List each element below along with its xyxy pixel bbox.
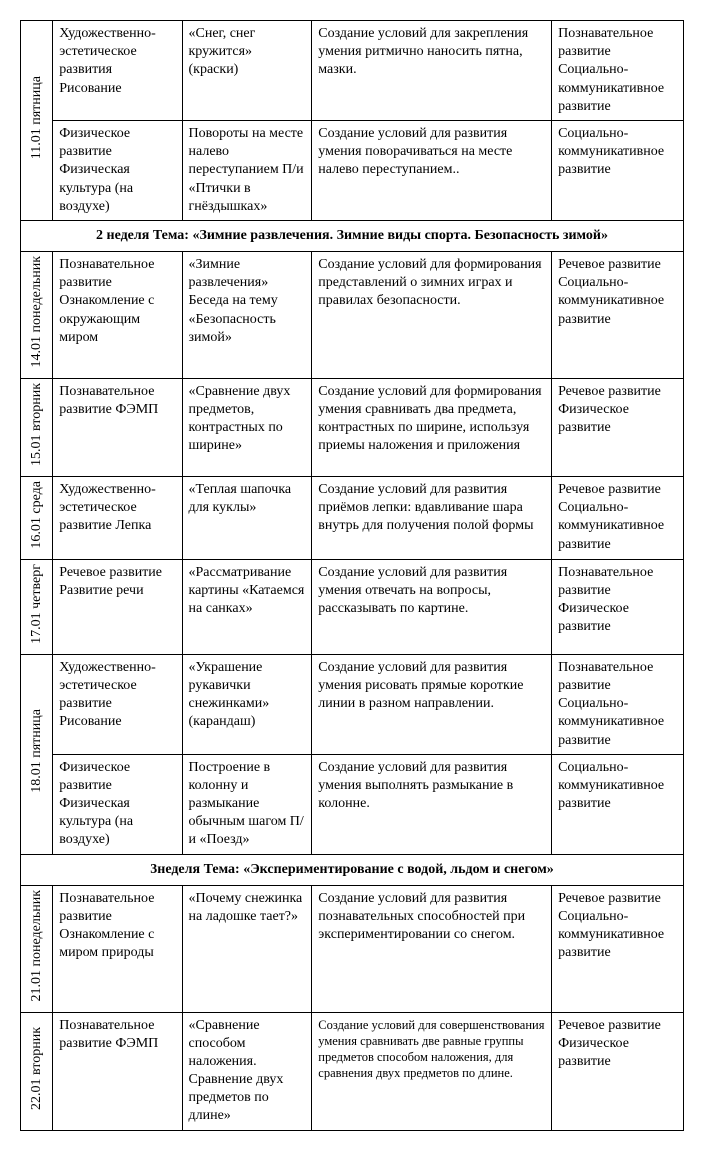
cell-activity: Познавательное развитие Ознакомление с о… [53, 252, 182, 379]
cell-topic: «Снег, снег кружится» (краски) [182, 21, 312, 121]
cell-topic: «Зимние развлечения» Беседа на тему «Без… [182, 252, 312, 379]
theme-title: 3неделя Тема: «Экспериментирование с вод… [21, 854, 684, 885]
cell-activity: Познавательное развитие Ознакомление с м… [53, 885, 182, 1012]
schedule-table: 11.01 пятница Художественно-эстетическое… [20, 20, 684, 1131]
cell-topic: Повороты на месте налево переступанием П… [182, 120, 312, 220]
table-row: 22.01 вторник Познавательное развитие ФЭ… [21, 1012, 684, 1130]
cell-topic: Построение в колонну и размыкание обычны… [182, 754, 312, 854]
cell-goal: Создание условий для закрепления умения … [312, 21, 552, 121]
cell-outcome: Познавательное развитие Социально-коммун… [552, 654, 684, 754]
cell-goal: Создание условий для совершенствования у… [312, 1012, 552, 1130]
cell-outcome: Речевое развитие Социально-коммуникативн… [552, 252, 684, 379]
cell-activity: Художественно-эстетическое развитие Лепк… [53, 476, 182, 559]
cell-outcome: Речевое развитие Физическое развитие [552, 378, 684, 476]
cell-topic: «Сравнение способом наложения. Сравнение… [182, 1012, 312, 1130]
cell-outcome: Речевое развитие Физическое развитие [552, 1012, 684, 1130]
cell-goal: Создание условий для формирования предст… [312, 252, 552, 379]
date-cell: 16.01 среда [21, 476, 53, 559]
cell-goal: Создание условий для развития умения вып… [312, 754, 552, 854]
cell-goal: Создание условий для развития умения отв… [312, 559, 552, 654]
table-row: 17.01 четверг Речевое развитие Развитие … [21, 559, 684, 654]
cell-outcome: Речевое развитие Социально-коммуникативн… [552, 476, 684, 559]
cell-activity: Художественно-эстетическое развитие Рисо… [53, 654, 182, 754]
cell-activity: Познавательное развитие ФЭМП [53, 378, 182, 476]
theme-title: 2 неделя Тема: «Зимние развлечения. Зимн… [21, 220, 684, 251]
cell-goal: Создание условий для формирования умения… [312, 378, 552, 476]
cell-topic: «Украшение рукавички снежинками» (каранд… [182, 654, 312, 754]
date-cell: 17.01 четверг [21, 559, 53, 654]
cell-goal: Создание условий для развития умения пов… [312, 120, 552, 220]
cell-activity: Физическое развитие Физическая культура … [53, 120, 182, 220]
cell-outcome: Социально-коммуникативное развитие [552, 120, 684, 220]
table-row: 14.01 понедельник Познавательное развити… [21, 252, 684, 379]
theme-row: 2 неделя Тема: «Зимние развлечения. Зимн… [21, 220, 684, 251]
cell-activity: Физическое развитие Физическая культура … [53, 754, 182, 854]
date-cell: 15.01 вторник [21, 378, 53, 476]
date-cell: 22.01 вторник [21, 1012, 53, 1130]
cell-outcome: Социально-коммуникативное развитие [552, 754, 684, 854]
date-cell: 21.01 понедельник [21, 885, 53, 1012]
cell-activity: Художественно-эстетическое развития Рисо… [53, 21, 182, 121]
cell-goal: Создание условий для развития умения рис… [312, 654, 552, 754]
cell-outcome: Речевое развитие Социально-коммуникативн… [552, 885, 684, 1012]
date-cell: 14.01 понедельник [21, 252, 53, 379]
table-row: Физическое развитие Физическая культура … [21, 754, 684, 854]
cell-topic: «Рассматривание картины «Катаемся на сан… [182, 559, 312, 654]
cell-goal: Создание условий для развития познавател… [312, 885, 552, 1012]
table-row: 18.01 пятница Художественно-эстетическое… [21, 654, 684, 754]
cell-topic: «Почему снежинка на ладошке тает?» [182, 885, 312, 1012]
cell-goal: Создание условий для развития приёмов ле… [312, 476, 552, 559]
cell-topic: «Сравнение двух предметов, контрастных п… [182, 378, 312, 476]
table-row: 15.01 вторник Познавательное развитие ФЭ… [21, 378, 684, 476]
date-cell: 11.01 пятница [21, 21, 53, 221]
table-row: 21.01 понедельник Познавательное развити… [21, 885, 684, 1012]
table-row: 16.01 среда Художественно-эстетическое р… [21, 476, 684, 559]
cell-outcome: Познавательное развитие Физическое разви… [552, 559, 684, 654]
table-row: 11.01 пятница Художественно-эстетическое… [21, 21, 684, 121]
cell-outcome: Познавательное развитие Социально-коммун… [552, 21, 684, 121]
cell-activity: Познавательное развитие ФЭМП [53, 1012, 182, 1130]
table-row: Физическое развитие Физическая культура … [21, 120, 684, 220]
date-cell: 18.01 пятница [21, 654, 53, 854]
cell-topic: «Теплая шапочка для куклы» [182, 476, 312, 559]
cell-activity: Речевое развитие Развитие речи [53, 559, 182, 654]
theme-row: 3неделя Тема: «Экспериментирование с вод… [21, 854, 684, 885]
